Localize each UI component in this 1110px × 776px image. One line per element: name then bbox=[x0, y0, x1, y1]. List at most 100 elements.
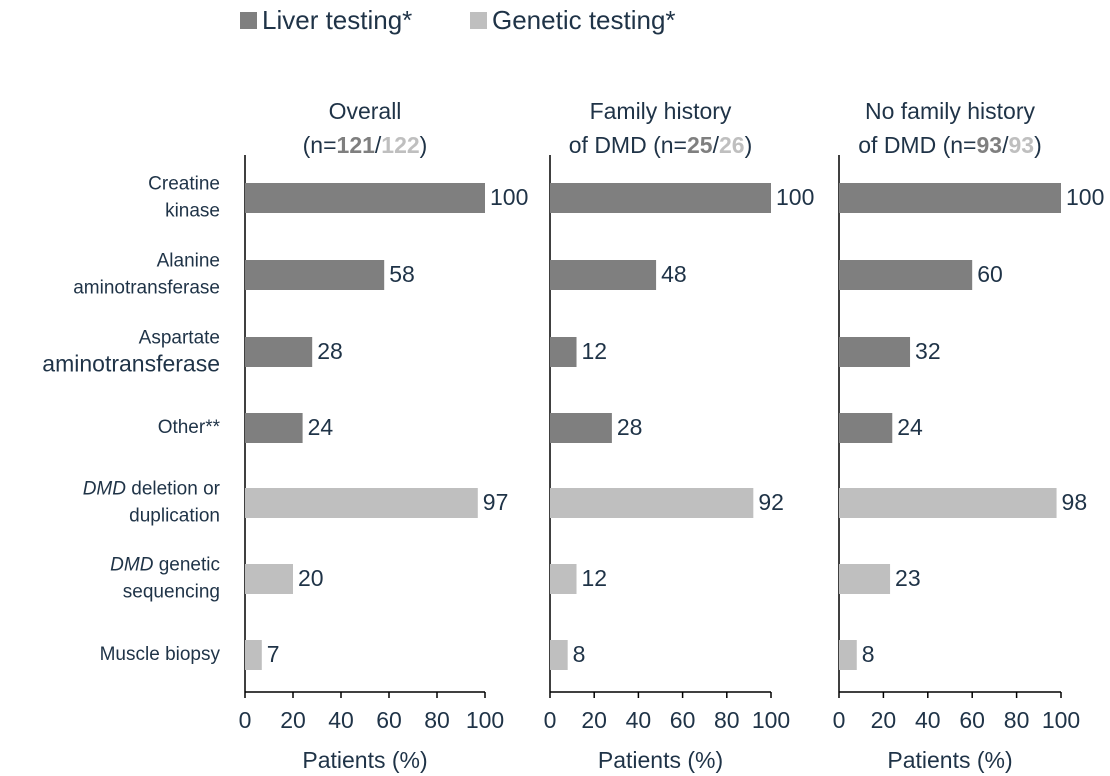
value-label: 7 bbox=[267, 641, 280, 667]
title-part: ) bbox=[420, 132, 428, 158]
value-label: 28 bbox=[317, 338, 343, 364]
title-part: / bbox=[1002, 132, 1009, 158]
title-part: / bbox=[375, 132, 382, 158]
category-label: kinase bbox=[165, 201, 220, 222]
bar bbox=[245, 337, 313, 367]
bar bbox=[550, 564, 577, 594]
x-tick-label: 0 bbox=[239, 707, 252, 733]
panel-title: of DMD (n=25/26) bbox=[569, 132, 752, 158]
bar bbox=[839, 413, 893, 443]
category-label: aminotransferase bbox=[42, 351, 220, 377]
bar bbox=[245, 260, 385, 290]
title-n: 26 bbox=[719, 132, 745, 158]
bar bbox=[550, 337, 577, 367]
category-label: Other** bbox=[158, 417, 221, 438]
bar bbox=[245, 640, 262, 670]
category-label-part: genetic bbox=[153, 555, 220, 576]
value-label: 100 bbox=[1066, 184, 1104, 210]
category-label: DMD genetic bbox=[110, 555, 220, 576]
value-label: 12 bbox=[582, 565, 608, 591]
title-part: (n= bbox=[303, 132, 337, 158]
x-tick-label: 100 bbox=[1042, 707, 1080, 733]
category-label-part: DMD bbox=[110, 555, 154, 576]
panel-title: of DMD (n=93/93) bbox=[858, 132, 1041, 158]
x-tick-label: 20 bbox=[280, 707, 306, 733]
x-tick-label: 80 bbox=[1004, 707, 1030, 733]
bar bbox=[245, 488, 478, 518]
title-n: 122 bbox=[381, 132, 419, 158]
bar bbox=[550, 488, 754, 518]
x-axis-label: Patients (%) bbox=[598, 747, 723, 773]
category-label: Creatine bbox=[148, 174, 220, 195]
value-label: 100 bbox=[776, 184, 814, 210]
category-label-part: deletion or bbox=[126, 479, 221, 500]
x-tick-label: 100 bbox=[466, 707, 504, 733]
panel-title: Family history bbox=[590, 98, 732, 124]
legend-swatch bbox=[470, 12, 487, 29]
bar bbox=[550, 183, 771, 213]
x-axis-label: Patients (%) bbox=[887, 747, 1012, 773]
bar bbox=[839, 337, 911, 367]
bar bbox=[245, 413, 303, 443]
bar bbox=[839, 640, 857, 670]
x-tick-label: 20 bbox=[871, 707, 897, 733]
value-label: 8 bbox=[862, 641, 875, 667]
title-n: 121 bbox=[337, 132, 376, 158]
value-label: 100 bbox=[490, 184, 528, 210]
bar bbox=[839, 488, 1057, 518]
x-tick-label: 60 bbox=[959, 707, 985, 733]
x-axis-label: Patients (%) bbox=[302, 747, 427, 773]
value-label: 32 bbox=[915, 338, 941, 364]
category-label: aminotransferase bbox=[73, 278, 220, 299]
value-label: 98 bbox=[1062, 489, 1088, 515]
title-part: ) bbox=[1034, 132, 1042, 158]
value-label: 60 bbox=[977, 261, 1003, 287]
x-tick-label: 100 bbox=[752, 707, 790, 733]
category-label-part: DMD bbox=[83, 479, 127, 500]
title-n: 25 bbox=[687, 132, 713, 158]
title-part: of DMD (n= bbox=[569, 132, 687, 158]
value-label: 12 bbox=[582, 338, 608, 364]
bar bbox=[839, 183, 1061, 213]
category-label: DMD deletion or bbox=[83, 479, 221, 500]
bar bbox=[245, 183, 485, 213]
bar bbox=[245, 564, 293, 594]
category-label: duplication bbox=[129, 506, 220, 527]
x-tick-label: 40 bbox=[626, 707, 652, 733]
bar bbox=[550, 640, 568, 670]
bar bbox=[550, 413, 612, 443]
value-label: 24 bbox=[897, 414, 923, 440]
title-part: of DMD (n= bbox=[858, 132, 976, 158]
category-label: Alanine bbox=[157, 251, 220, 272]
panel-title: (n=121/122) bbox=[303, 132, 428, 158]
category-label: sequencing bbox=[123, 582, 220, 603]
bar bbox=[550, 260, 657, 290]
x-tick-label: 40 bbox=[328, 707, 354, 733]
x-tick-label: 0 bbox=[544, 707, 557, 733]
x-tick-label: 80 bbox=[714, 707, 740, 733]
value-label: 48 bbox=[661, 261, 687, 287]
x-tick-label: 80 bbox=[424, 707, 450, 733]
x-tick-label: 20 bbox=[581, 707, 607, 733]
value-label: 23 bbox=[895, 565, 921, 591]
legend-swatch bbox=[240, 12, 257, 29]
legend-label: Genetic testing* bbox=[492, 5, 676, 35]
value-label: 97 bbox=[483, 489, 509, 515]
category-label: Muscle biopsy bbox=[100, 644, 221, 665]
x-tick-label: 40 bbox=[915, 707, 941, 733]
panel-title: No family history bbox=[865, 98, 1035, 124]
title-n: 93 bbox=[976, 132, 1002, 158]
x-tick-label: 0 bbox=[833, 707, 846, 733]
value-label: 20 bbox=[298, 565, 324, 591]
bar bbox=[839, 564, 891, 594]
x-tick-label: 60 bbox=[670, 707, 696, 733]
x-tick-label: 60 bbox=[376, 707, 402, 733]
value-label: 28 bbox=[617, 414, 643, 440]
value-label: 24 bbox=[308, 414, 334, 440]
title-part: ) bbox=[745, 132, 753, 158]
value-label: 8 bbox=[573, 641, 586, 667]
category-label: Aspartate bbox=[139, 328, 220, 349]
value-label: 58 bbox=[389, 261, 415, 287]
panel-title: Overall bbox=[329, 98, 402, 124]
